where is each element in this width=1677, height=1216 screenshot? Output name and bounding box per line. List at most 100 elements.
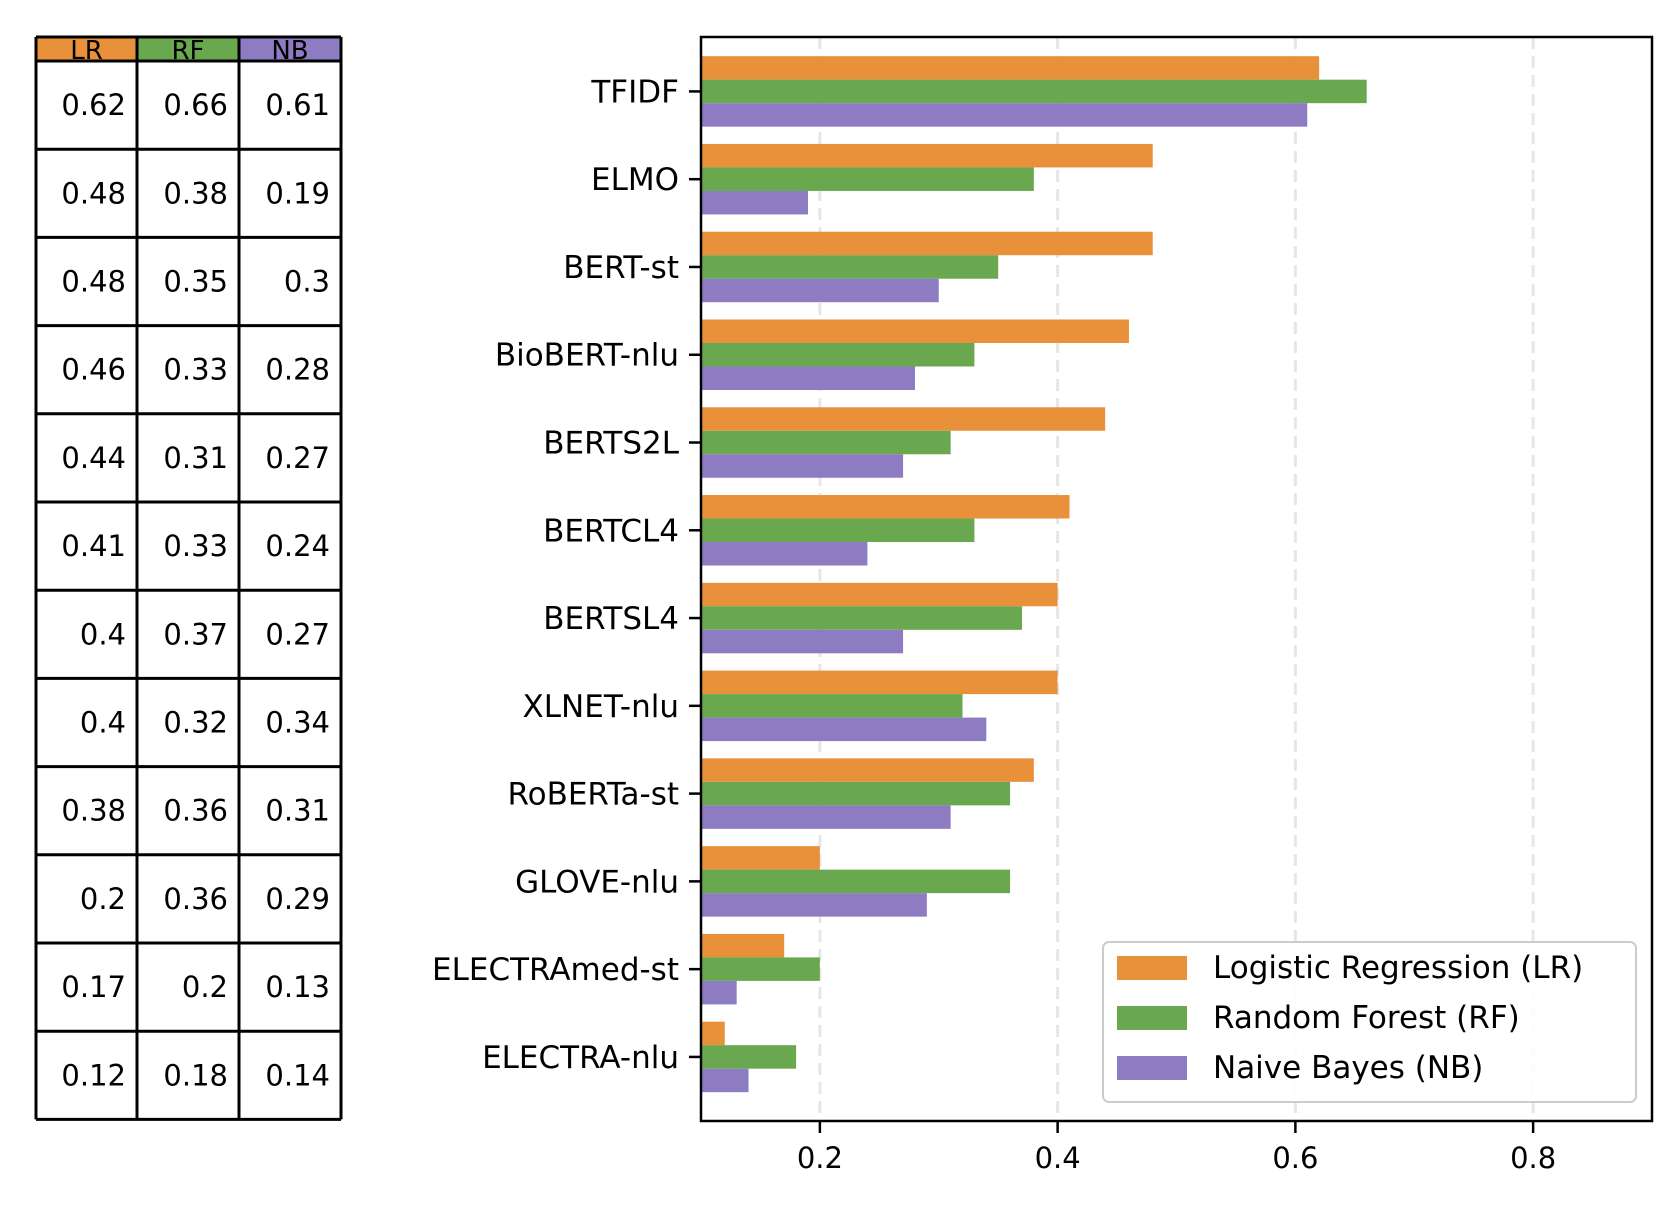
legend-swatch-lr — [1117, 956, 1187, 980]
table-cell-value: 0.48 — [61, 176, 126, 210]
table-cell-value: 0.24 — [265, 529, 330, 563]
table-cell-value: 0.34 — [265, 706, 330, 740]
bar-lr — [701, 231, 1153, 256]
table-cell-value: 0.33 — [163, 353, 228, 387]
bar-lr — [701, 933, 785, 958]
bars — [701, 56, 1367, 1093]
table-cell-value: 0.12 — [61, 1058, 126, 1092]
bar-rf — [701, 255, 999, 279]
bar-nb — [701, 629, 904, 654]
bar-lr — [701, 56, 1320, 80]
table-cell-value: 0.19 — [265, 176, 330, 210]
plot-frame — [699, 35, 1654, 1123]
bar-nb — [701, 1068, 749, 1093]
y-tick-label: ELECTRA-nlu — [482, 1040, 679, 1076]
score-table: LR RF NB0.62 0.66 0.610.48 0.38 0.190.48 0.35 0.… — [34, 35, 343, 1121]
table-cell-value: 0.13 — [265, 970, 330, 1004]
y-tick-label: ELMO — [591, 162, 679, 198]
table-cell-value: 0.44 — [61, 441, 126, 475]
bar-nb — [701, 278, 939, 303]
table-cell-value: 0.31 — [163, 441, 228, 475]
y-tick-label: BERT-st — [563, 250, 679, 286]
grid-lines — [818, 37, 1535, 1121]
table-cell-value: 0.46 — [61, 353, 126, 387]
x-tick-label: 0.6 — [1272, 1141, 1318, 1175]
bar-lr — [701, 758, 1034, 782]
table-cell-value: 0.32 — [163, 706, 228, 740]
table-cell-value: 0.36 — [163, 794, 228, 828]
table-cell-value: 0.18 — [163, 1058, 228, 1092]
axes: TFIDF ELMO BERT-st BioBERT-nlu BERTS2L BERTCL… — [432, 35, 1654, 1175]
table-cell-value: 0.17 — [61, 970, 126, 1004]
bar-rf — [701, 869, 1011, 894]
bar-rf — [701, 518, 975, 543]
bar-chart: TFIDF ELMO BERT-st BioBERT-nlu BERTS2L BERTCL… — [432, 35, 1654, 1175]
legend-label: Logistic Regression (LR) — [1213, 950, 1583, 986]
bar-rf — [701, 342, 975, 367]
bar-nb — [701, 893, 927, 917]
bar-rf — [701, 79, 1367, 104]
bar-lr — [701, 1021, 725, 1046]
legend-label: Naive Bayes (NB) — [1213, 1050, 1483, 1086]
table-cell-value: 0.36 — [163, 882, 228, 916]
table-cell-value: 0.62 — [61, 88, 126, 122]
bar-lr — [701, 846, 820, 870]
table-header-cell — [239, 37, 341, 61]
legend: Logistic Regression (LR) Random Forest (R… — [1102, 941, 1637, 1103]
y-tick-label: BioBERT-nlu — [495, 338, 679, 374]
legend-swatch-rf — [1117, 1006, 1187, 1030]
bar-nb — [701, 542, 868, 566]
table-cell-value: 0.38 — [163, 176, 228, 210]
bar-lr — [701, 670, 1058, 695]
bar-rf — [701, 957, 820, 981]
bar-nb — [701, 717, 987, 742]
bar-rf — [701, 1045, 797, 1069]
table-cell-value: 0.2 — [182, 970, 228, 1004]
legend-label: Random Forest (RF) — [1213, 1000, 1520, 1036]
table-cell-value: 0.61 — [265, 88, 330, 122]
table-cell-value: 0.37 — [163, 617, 228, 651]
bar-lr — [701, 143, 1153, 168]
bar-rf — [701, 781, 1011, 806]
bar-rf — [701, 694, 963, 718]
table-cell-value: 0.27 — [265, 617, 330, 651]
y-tick-label: BERTS2L — [543, 426, 679, 462]
table-cell-value: 0.3 — [284, 265, 330, 299]
table-cell-value: 0.33 — [163, 529, 228, 563]
bar-nb — [701, 190, 808, 215]
bar-nb — [701, 980, 737, 1005]
bar-lr — [701, 319, 1129, 343]
table-cell-value: 0.4 — [80, 617, 126, 651]
table-cell-value: 0.29 — [265, 882, 330, 916]
table-cell-value: 0.66 — [163, 88, 228, 122]
table-cell-value: 0.4 — [80, 706, 126, 740]
table-cell-value: 0.2 — [80, 882, 126, 916]
table-cell-value: 0.27 — [265, 441, 330, 475]
y-tick-label: XLNET-nlu — [523, 689, 679, 725]
bar-lr — [701, 407, 1106, 431]
x-tick-label: 0.8 — [1510, 1141, 1556, 1175]
bar-rf — [701, 167, 1034, 191]
y-tick-label: GLOVE-nlu — [515, 864, 679, 900]
bar-rf — [701, 606, 1022, 630]
bar-rf — [701, 430, 951, 455]
table-cell-value: 0.38 — [61, 794, 126, 828]
y-tick-label: ELECTRAmed-st — [432, 952, 679, 988]
bar-lr — [701, 582, 1058, 607]
y-tick-label: TFIDF — [590, 74, 679, 110]
y-tick-label: BERTCL4 — [543, 513, 679, 549]
table-cell-value: 0.41 — [61, 529, 126, 563]
bar-nb — [701, 103, 1308, 127]
bar-nb — [701, 366, 915, 390]
table-cell-value: 0.48 — [61, 265, 126, 299]
table-cell-value: 0.14 — [265, 1058, 330, 1092]
x-tick-label: 0.2 — [797, 1141, 843, 1175]
x-tick-label: 0.4 — [1035, 1141, 1081, 1175]
table-header-cell — [137, 37, 239, 61]
y-tick-label: BERTSL4 — [543, 601, 679, 637]
legend-frame — [1102, 941, 1637, 1103]
table-header-cell — [36, 37, 137, 61]
bar-nb — [701, 454, 904, 478]
table-cell-value: 0.31 — [265, 794, 330, 828]
